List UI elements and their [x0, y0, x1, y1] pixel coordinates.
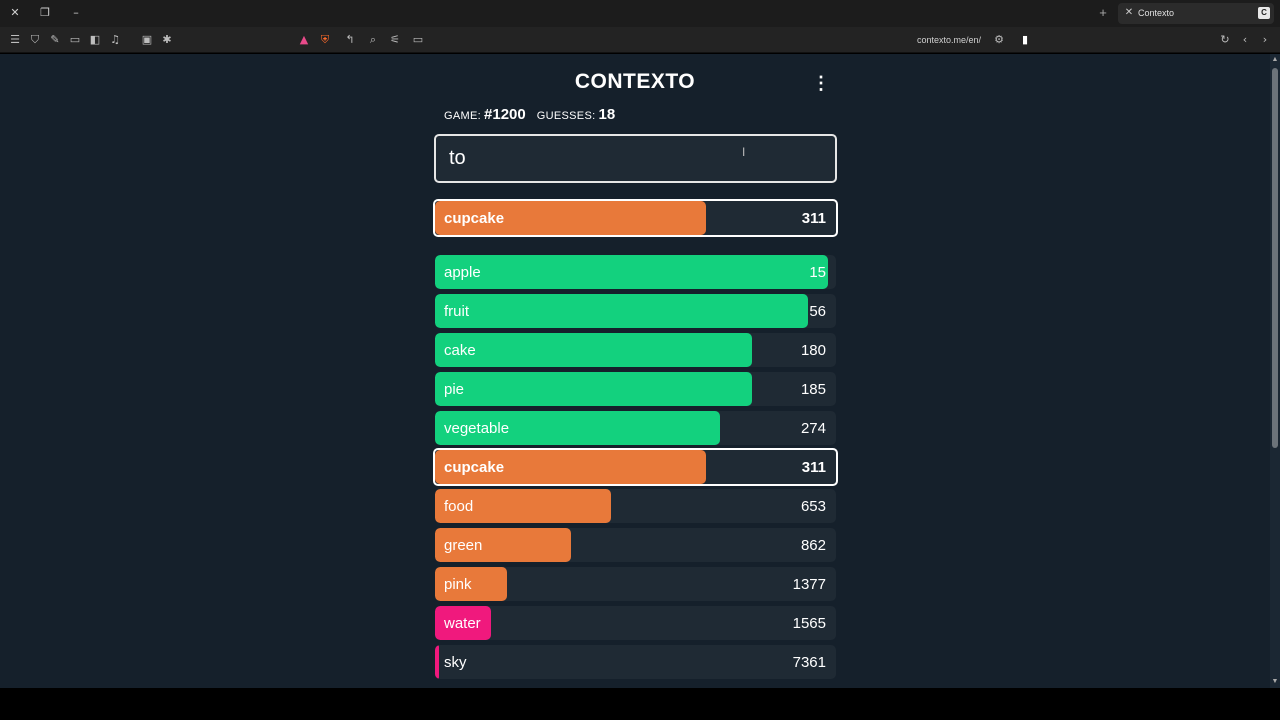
guess-bar [435, 645, 439, 679]
address-bar[interactable]: contexto.me/en/ [917, 35, 982, 45]
browser-tab[interactable]: ✕ Contexto C [1118, 3, 1274, 24]
menu-icon[interactable]: ☰ [10, 33, 20, 46]
guess-rank: 1377 [792, 575, 826, 593]
page-title: CONTEXTO [574, 70, 696, 93]
guesses-count: 18 [598, 106, 616, 123]
guess-word: food [444, 497, 474, 515]
guesses-label: GUESSES: [536, 110, 596, 122]
aria-icon[interactable]: ▲ [299, 33, 309, 46]
guess-word: pink [444, 575, 472, 593]
guess-word: cupcake [444, 458, 505, 476]
guess-bar [435, 528, 572, 562]
bookmark-icon[interactable]: ▮ [1021, 33, 1029, 46]
guess-rank: 274 [800, 419, 826, 437]
browser-toolbar: ☰ ⛉ ✎ ▭ ◧ ♫ ▣ ✱ ▲ ⛨ ↰ ⌕ ⚟ ▭ contexto.me/… [0, 27, 1280, 53]
last-guess-word: cupcake [444, 209, 505, 227]
site-settings-icon[interactable]: ⚙ [994, 33, 1004, 46]
bottom-bar [0, 688, 1280, 720]
guess-word: vegetable [444, 419, 510, 437]
minimize-window-icon[interactable]: – [73, 6, 79, 19]
pin-icon[interactable]: ✎ [50, 33, 60, 46]
reload-icon[interactable]: ↻ [1220, 33, 1230, 46]
guess-row: cupcake 311 [433, 448, 838, 486]
guess-rank: 7361 [792, 653, 826, 671]
guess-word: sky [444, 653, 467, 671]
guess-bar [435, 255, 828, 289]
extensions-icon[interactable]: ✱ [162, 33, 172, 46]
tab-close-icon[interactable]: ✕ [1124, 7, 1134, 18]
translate-icon[interactable]: ⚟ [390, 33, 400, 46]
guess-row: cake 180 [435, 333, 836, 367]
scroll-down-icon[interactable]: ▼ [1271, 678, 1279, 685]
guess-bar [435, 294, 808, 328]
scroll-up-icon[interactable]: ▲ [1271, 56, 1279, 63]
shield-icon[interactable]: ⛉ [30, 33, 40, 46]
guess-row: pie 185 [435, 372, 836, 406]
tabs-icon[interactable]: ▭ [69, 33, 81, 46]
music-icon[interactable]: ♫ [110, 33, 120, 46]
browser-titlebar: ✕ ❐ – + ✕ Contexto C [0, 0, 1280, 27]
guess-bar [435, 567, 508, 601]
text-cursor-icon: I [742, 145, 746, 159]
screenshot-icon[interactable]: ▭ [412, 33, 424, 46]
last-guess-rank: 311 [801, 209, 826, 227]
guess-bar [435, 606, 492, 640]
guess-input[interactable] [434, 134, 837, 183]
guess-bar [435, 450, 707, 484]
guess-rank: 862 [800, 536, 826, 554]
close-window-icon[interactable]: ✕ [10, 6, 20, 19]
guess-word: fruit [444, 302, 470, 320]
game-info: GAME: #1200 GUESSES: 18 [444, 106, 623, 123]
guess-row: pink 1377 [435, 567, 836, 601]
sidebar-icon[interactable]: ◧ [89, 33, 101, 46]
guess-word: green [444, 536, 483, 554]
guess-row: green 862 [435, 528, 836, 562]
tab-favicon-icon: C [1258, 7, 1270, 19]
restore-window-icon[interactable]: ❐ [40, 6, 50, 19]
game-label: GAME: [444, 110, 481, 122]
guess-row: vegetable 274 [435, 411, 836, 445]
guess-rank: 1565 [792, 614, 826, 632]
guess-word: apple [444, 263, 481, 281]
guess-bar [435, 372, 752, 406]
game-number: #1200 [484, 106, 526, 123]
contexto-page: CONTEXTO ⋮ GAME: #1200 GUESSES: 18 I cup… [0, 54, 1270, 688]
guess-row: fruit 56 [435, 294, 836, 328]
last-guess-row: cupcake 311 [433, 199, 838, 237]
guess-bar [435, 489, 612, 523]
guess-rank: 15 [809, 263, 826, 281]
guess-rank: 311 [801, 458, 826, 476]
guess-rank: 180 [800, 341, 826, 359]
guess-bar [435, 333, 752, 367]
guess-row: food 653 [435, 489, 836, 523]
forward-icon[interactable]: › [1262, 33, 1268, 46]
tab-title: Contexto [1138, 8, 1175, 18]
new-tab-icon[interactable]: + [1099, 5, 1107, 20]
guess-bar [435, 411, 720, 445]
guess-rank: 185 [800, 380, 826, 398]
back-history-icon[interactable]: ↰ [345, 33, 355, 46]
more-options-icon[interactable]: ⋮ [812, 73, 830, 93]
guess-row: water 1565 [435, 606, 836, 640]
guess-rank: 56 [809, 302, 826, 320]
guess-word: water [444, 614, 481, 632]
scrollbar-thumb[interactable] [1272, 68, 1278, 448]
brave-shield-icon[interactable]: ⛨ [320, 33, 330, 46]
guess-rank: 653 [800, 497, 826, 515]
guess-word: pie [444, 380, 465, 398]
workspace-icon[interactable]: ▣ [141, 33, 153, 46]
page-scrollbar[interactable]: ▲ ▼ [1270, 54, 1280, 688]
back-icon[interactable]: ‹ [1242, 33, 1248, 46]
last-guess-bar [435, 201, 707, 235]
guess-row: apple 15 [435, 255, 836, 289]
guess-row: sky 7361 [435, 645, 836, 679]
search-icon[interactable]: ⌕ [369, 33, 377, 46]
guess-word: cake [444, 341, 476, 359]
